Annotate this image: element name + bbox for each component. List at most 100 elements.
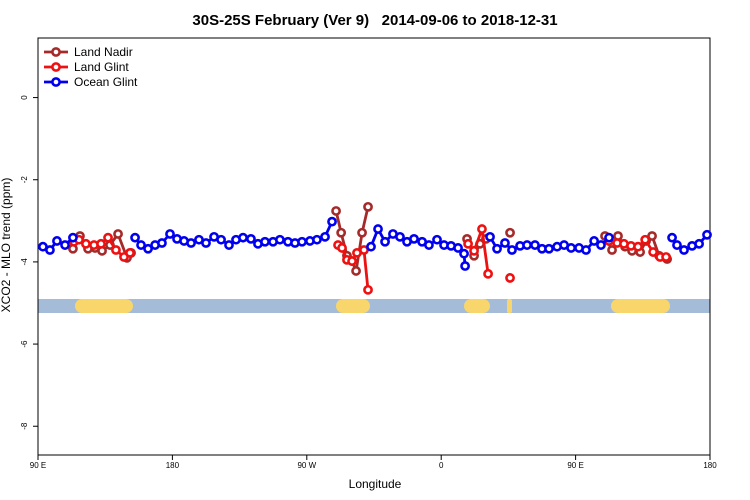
data-point <box>68 232 78 243</box>
data-point <box>667 232 677 243</box>
land-strip <box>464 299 490 313</box>
data-point <box>424 240 434 250</box>
data-point <box>694 238 704 249</box>
data-point <box>125 247 135 258</box>
data-point <box>297 236 307 247</box>
data-point <box>130 232 140 243</box>
data-point <box>113 229 123 239</box>
data-point <box>260 236 270 247</box>
land-strip <box>336 299 370 313</box>
data-point <box>409 233 419 244</box>
x-tick-label: 180 <box>166 461 180 470</box>
data-point <box>312 234 322 245</box>
data-point <box>136 240 146 250</box>
data-point <box>347 256 357 266</box>
legend-marker <box>51 62 61 72</box>
y-tick-label: -2 <box>20 176 29 184</box>
data-point <box>492 243 502 254</box>
data-point <box>679 245 689 255</box>
data-point <box>224 240 234 250</box>
data-point <box>96 238 106 249</box>
data-point <box>647 231 657 241</box>
data-point <box>505 273 515 283</box>
y-tick-label: 0 <box>20 95 29 100</box>
legend-label: Land Glint <box>74 60 129 74</box>
data-point <box>566 243 577 253</box>
data-point <box>500 238 510 248</box>
data-point <box>52 236 62 246</box>
data-point <box>640 234 651 245</box>
data-point <box>331 206 341 216</box>
data-point <box>604 232 614 243</box>
data-point <box>238 232 248 243</box>
x-axis-label: Longitude <box>349 477 402 491</box>
legend-label: Land Nadir <box>74 45 133 59</box>
data-point <box>530 240 540 250</box>
data-point <box>327 216 337 227</box>
legend-marker <box>51 77 61 87</box>
data-point <box>477 224 487 234</box>
data-point <box>320 231 330 242</box>
y-tick-label: -4 <box>20 258 29 266</box>
data-point <box>485 231 495 242</box>
data-point <box>633 241 643 252</box>
x-tick-label: 90 E <box>30 461 46 470</box>
land-ocean-strip <box>38 299 710 313</box>
ocean-strip <box>38 299 710 313</box>
data-point <box>357 227 367 238</box>
data-point <box>45 245 55 255</box>
data-point <box>111 245 121 255</box>
data-point <box>702 229 712 240</box>
data-point <box>544 243 554 254</box>
data-point <box>505 227 515 238</box>
data-point <box>459 248 469 259</box>
x-tick-label: 180 <box>703 461 717 470</box>
data-point <box>165 229 175 239</box>
land-strip <box>75 299 133 313</box>
land-strip <box>611 299 670 313</box>
y-tick-label: -6 <box>20 340 29 348</box>
data-point <box>201 238 211 248</box>
data-point <box>143 243 153 254</box>
data-point <box>246 233 256 244</box>
data-point <box>336 227 347 238</box>
data-point <box>607 245 617 255</box>
chart-title: 30S-25S February (Ver 9) 2014-09-06 to 2… <box>192 12 557 29</box>
legend-label: Ocean Glint <box>74 75 138 89</box>
data-point <box>648 247 659 257</box>
data-point <box>103 232 113 243</box>
data-point <box>157 238 167 248</box>
data-point <box>589 236 600 246</box>
data-point <box>522 240 532 250</box>
data-point <box>463 238 473 249</box>
data-point <box>581 245 591 255</box>
data-point <box>672 240 682 250</box>
data-point <box>186 238 196 248</box>
x-tick-label: 0 <box>439 461 444 470</box>
data-point <box>337 243 347 253</box>
data-point <box>216 234 226 245</box>
data-point <box>363 284 373 295</box>
data-point <box>469 245 479 256</box>
data-point <box>81 238 91 249</box>
data-point <box>460 261 470 271</box>
data-point <box>483 268 493 279</box>
data-point <box>351 266 361 276</box>
data-point <box>366 241 376 252</box>
data-point <box>507 245 517 255</box>
y-axis-label: XCO2 - MLO trend (ppm) <box>0 178 13 313</box>
data-point <box>363 201 373 212</box>
x-tick-label: 90 W <box>297 461 316 470</box>
x-tick-label: 90 E <box>567 461 583 470</box>
land-strip <box>507 299 512 313</box>
legend-marker <box>51 47 61 57</box>
data-point <box>395 231 405 242</box>
y-tick-label: -8 <box>20 422 29 430</box>
data-point <box>453 243 463 253</box>
data-point <box>380 236 390 247</box>
data-point <box>596 240 606 250</box>
data-point <box>432 234 442 245</box>
data-point <box>60 240 70 250</box>
